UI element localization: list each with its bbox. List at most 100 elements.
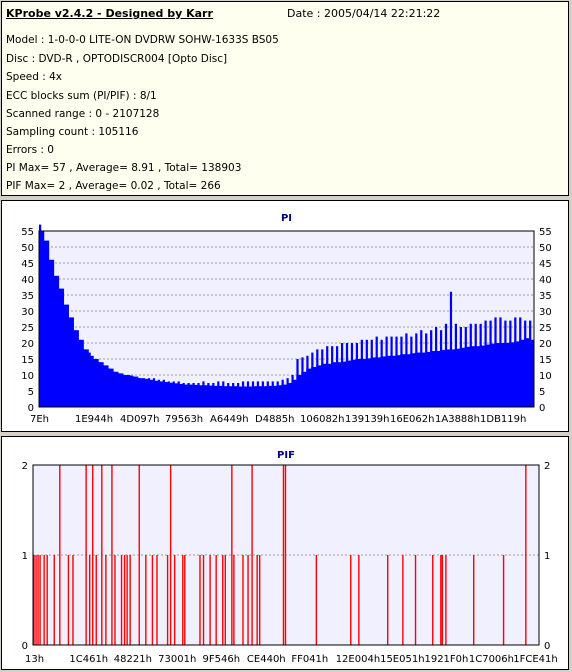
pi-bar: [237, 386, 243, 407]
pi-bar: [152, 380, 159, 407]
info-model: Model : 1-0-0-0 LITE-ON DVDRW SOHW-1633S…: [6, 34, 279, 46]
pi-bar: [286, 383, 292, 407]
pi-y-tick-right: 10: [539, 371, 552, 382]
pif-y-tick-left: 2: [22, 461, 28, 472]
pi-bar: [326, 363, 332, 407]
pif-x-tick: 73001h: [158, 654, 196, 665]
pi-bar: [420, 352, 426, 407]
pi-bar: [98, 362, 104, 407]
pi-bar: [108, 368, 114, 407]
scan-date: Date : 2005/04/14 22:21:22: [287, 7, 441, 20]
pi-bar: [147, 379, 154, 407]
pif-x-tick: CE440h: [247, 654, 286, 665]
pi-bar: [187, 384, 193, 407]
pi-bar: [182, 384, 188, 407]
pi-bar: [316, 365, 322, 407]
pi-bar: [177, 383, 183, 407]
info-sampling: Sampling count : 105116: [6, 126, 139, 138]
pif-y-tick-right: 0: [544, 641, 550, 652]
pif-x-tick: 1921F0h: [424, 654, 468, 665]
pi-bar: [172, 383, 178, 407]
pi-bar: [157, 381, 164, 407]
pi-bar: [138, 378, 144, 407]
pi-bar: [78, 339, 84, 407]
pi-plot-frame: [38, 230, 535, 408]
pi-y-tick-right: 5: [539, 387, 545, 398]
pi-x-tick: D4885h: [255, 414, 295, 425]
pif-y-tick-left: 1: [22, 551, 28, 562]
pi-bar: [360, 359, 366, 407]
pi-y-tick-right: 45: [539, 259, 552, 270]
pif-x-tick: 1FCE41h: [513, 654, 557, 665]
pi-bar: [251, 386, 258, 407]
pi-bar: [331, 362, 337, 407]
pi-bar: [484, 344, 490, 407]
pi-x-tick: 1E944h: [75, 414, 113, 425]
pif-y-tick-right: 2: [544, 461, 550, 472]
pi-y-tick-left: 50: [21, 243, 34, 254]
pi-bar: [459, 347, 465, 407]
pi-bar: [430, 351, 436, 407]
pi-bar: [118, 373, 124, 407]
pi-bar: [336, 362, 342, 407]
pif-x-tick: 1C461h: [69, 654, 108, 665]
pi-bar: [222, 386, 228, 407]
pi-y-tick-left: 55: [21, 227, 34, 238]
pi-bar: [415, 352, 421, 407]
pif-chart: PIF 0 0 1 1 2 2 13h 1C461h 48221h 73001h 9F546h CE44…: [22, 450, 558, 665]
pi-x-tick: A6449h: [210, 414, 249, 425]
pi-y-tick-right: 15: [539, 355, 552, 366]
info-range: Scanned range : 0 - 2107128: [6, 108, 160, 120]
pi-bar: [128, 375, 134, 407]
pi-y-tick-right: 0: [539, 403, 545, 414]
pi-bar: [261, 386, 267, 407]
pi-bar: [489, 343, 495, 407]
info-ecc: ECC blocks sum (PI/PIF) : 8/1: [6, 90, 157, 102]
pi-bar: [499, 343, 505, 407]
pi-bar: [306, 368, 312, 407]
pi-bar: [103, 365, 109, 407]
pi-bar: [83, 349, 89, 407]
pi-bar: [123, 375, 129, 407]
pi-y-tick-left: 45: [21, 259, 34, 270]
pi-bar: [395, 355, 401, 407]
pi-bar: [58, 288, 65, 407]
pi-bar: [390, 355, 396, 407]
pi-y-tick-left: 0: [28, 403, 34, 414]
pi-bar: [39, 231, 45, 407]
pif-x-tick: 9F546h: [203, 654, 241, 665]
pi-bar: [370, 357, 376, 407]
pif-x-tick: 12E004h: [336, 654, 380, 665]
pi-bar: [400, 354, 406, 407]
pi-bar: [425, 351, 431, 407]
pi-bar: [301, 371, 307, 407]
app-title: KProbe v2.4.2 - Designed by Karr: [6, 7, 213, 20]
pi-bar: [444, 349, 451, 407]
pi-bar: [271, 385, 277, 407]
pi-y-tick-right: 20: [539, 339, 552, 350]
pi-y-tick-right: 25: [539, 323, 552, 334]
pi-bar: [162, 382, 168, 407]
pi-bar: [380, 356, 386, 407]
info-disc: Disc : DVD-R , OPTODISCR004 [Opto Disc]: [6, 53, 228, 65]
pi-bar: [207, 385, 213, 407]
pi-y-tick-left: 20: [21, 339, 34, 350]
pi-bar: [514, 341, 520, 407]
pi-bar: [246, 386, 253, 407]
pif-plot-frame: [32, 464, 540, 646]
pi-bar: [519, 339, 525, 407]
pi-bar: [113, 371, 119, 407]
pi-y-tick-right: 40: [539, 275, 552, 286]
pi-chart-panel: PI 0 0 5 5 10 10 15 15 20 20 25 25 30 30 35 35 40 40 45 45 50…: [1, 200, 569, 432]
pi-bar: [63, 304, 69, 407]
pi-bar: [296, 375, 302, 407]
pif-x-tick: 48221h: [114, 654, 152, 665]
pi-bar: [410, 353, 416, 407]
pi-y-tick-right: 55: [539, 227, 552, 238]
pif-chart-panel: PIF 0 0 1 1 2 2 13h 1C461h 48221h 73001h 9F546h CE44…: [1, 436, 569, 670]
pi-bar: [385, 355, 391, 407]
pi-bar: [464, 346, 470, 407]
pi-y-tick-left: 25: [21, 323, 34, 334]
pi-bar: [454, 348, 461, 407]
pi-bar: [311, 367, 317, 407]
